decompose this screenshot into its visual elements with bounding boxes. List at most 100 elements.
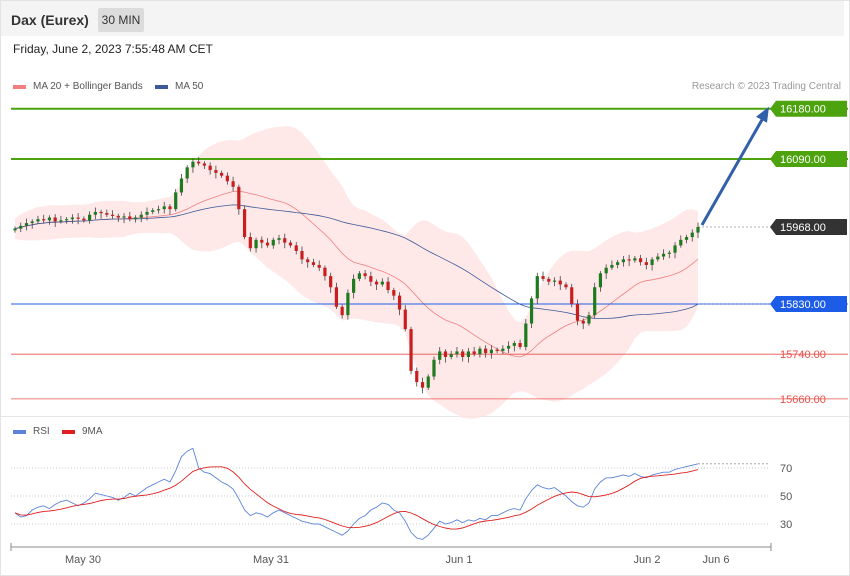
candle-body <box>564 284 568 288</box>
candle-body <box>59 220 63 222</box>
candle-body <box>380 281 384 285</box>
candle-body <box>128 216 132 220</box>
candle-body <box>53 217 57 222</box>
candle-body <box>260 239 264 243</box>
level-label: 16090.00 <box>780 154 826 166</box>
candle-body <box>552 280 557 282</box>
candle-body <box>461 351 465 357</box>
candle-body <box>558 280 562 285</box>
candle-body <box>392 290 396 296</box>
candle-body <box>443 351 448 357</box>
candle-body <box>225 175 229 182</box>
level-label: 15830.00 <box>780 299 826 311</box>
candle-body <box>323 267 327 277</box>
candle-body <box>208 165 212 171</box>
candle-body <box>506 345 511 349</box>
candle-body <box>575 304 580 321</box>
candle-body <box>455 351 459 355</box>
candle-body <box>110 214 115 216</box>
timeframe-button[interactable]: 30 MIN <box>98 8 144 32</box>
candle-body <box>254 239 258 249</box>
candle-body <box>214 170 218 173</box>
candle-body <box>174 192 178 210</box>
candle-body <box>340 306 344 316</box>
candle-body <box>673 245 677 253</box>
candle-body <box>426 376 430 388</box>
candle-body <box>570 287 574 304</box>
forecast-arrow <box>700 118 764 226</box>
candle-body <box>593 287 597 316</box>
candle-body <box>191 161 195 168</box>
rsi-ma-label: 9MA <box>82 426 103 437</box>
candle-body <box>300 251 304 260</box>
candle-body <box>587 315 591 324</box>
candle-body <box>122 216 126 218</box>
ma20-label: MA 20 + Bollinger Bands <box>33 81 143 92</box>
candle-body <box>420 382 425 388</box>
candle-body <box>656 256 660 260</box>
candle-body <box>415 370 419 383</box>
candle-body <box>667 252 671 254</box>
candle-body <box>352 278 356 293</box>
candle-body <box>524 323 528 347</box>
candle-body <box>357 273 361 279</box>
candle-body <box>24 223 29 226</box>
level-label: 15660.00 <box>780 394 826 406</box>
candle-body <box>616 262 620 265</box>
candle-body <box>495 349 499 351</box>
forecast-arrowhead <box>756 106 769 123</box>
x-tick-label: Jun 2 <box>634 554 661 566</box>
level-tag <box>770 219 847 236</box>
candle-body <box>237 186 241 210</box>
panel-separator <box>1 416 849 417</box>
candle-body <box>65 219 69 221</box>
candle-body <box>684 237 689 240</box>
candle-body <box>36 219 40 222</box>
x-tick-label: May 30 <box>65 554 101 566</box>
legend-ma20: MA 20 + Bollinger Bands <box>13 81 143 92</box>
candle-body <box>369 276 373 282</box>
candle-body <box>535 276 539 299</box>
candle-body <box>202 163 207 166</box>
level-label: 15968.00 <box>780 222 826 234</box>
candle-body <box>604 267 608 274</box>
candle-body <box>242 209 247 238</box>
candle-body <box>363 273 367 277</box>
candle-body <box>99 211 103 214</box>
x-tick-label: Jun 1 <box>446 554 473 566</box>
rsi-label: RSI <box>33 426 50 437</box>
candle-body <box>47 217 52 221</box>
candle-body <box>277 238 281 240</box>
rsi-line <box>14 447 699 540</box>
candle-body <box>621 259 625 263</box>
candle-body <box>472 351 476 355</box>
rsi-ma-line <box>14 466 699 530</box>
chart-header: Dax (Eurex) 30 MIN <box>1 1 844 36</box>
candle-body <box>93 211 97 215</box>
candle-body <box>248 237 252 249</box>
candle-body <box>13 228 17 231</box>
timestamp: Friday, June 2, 2023 7:55:48 AM CET <box>13 42 213 56</box>
candle-body <box>133 217 138 220</box>
rsi-tick-label: 70 <box>780 463 792 475</box>
candle-body <box>271 239 275 246</box>
instrument-title: Dax (Eurex) <box>11 12 89 28</box>
candle-body <box>386 281 390 291</box>
candle-body <box>168 206 172 210</box>
candle-body <box>88 214 92 221</box>
level-tag <box>770 100 847 117</box>
candle-body <box>70 217 74 220</box>
ma20-swatch <box>13 84 26 89</box>
candle-body <box>661 253 666 257</box>
candle-body <box>317 264 321 268</box>
rsi-tick-label: 50 <box>780 491 792 503</box>
ma50-swatch <box>155 84 168 89</box>
candle-body <box>197 161 201 164</box>
candle-body <box>19 225 23 229</box>
level-tag <box>770 150 847 167</box>
candle-body <box>610 264 614 268</box>
candle-body <box>690 232 694 238</box>
candle-body <box>438 351 442 360</box>
candle-body <box>329 276 333 288</box>
candle-body <box>306 259 310 263</box>
